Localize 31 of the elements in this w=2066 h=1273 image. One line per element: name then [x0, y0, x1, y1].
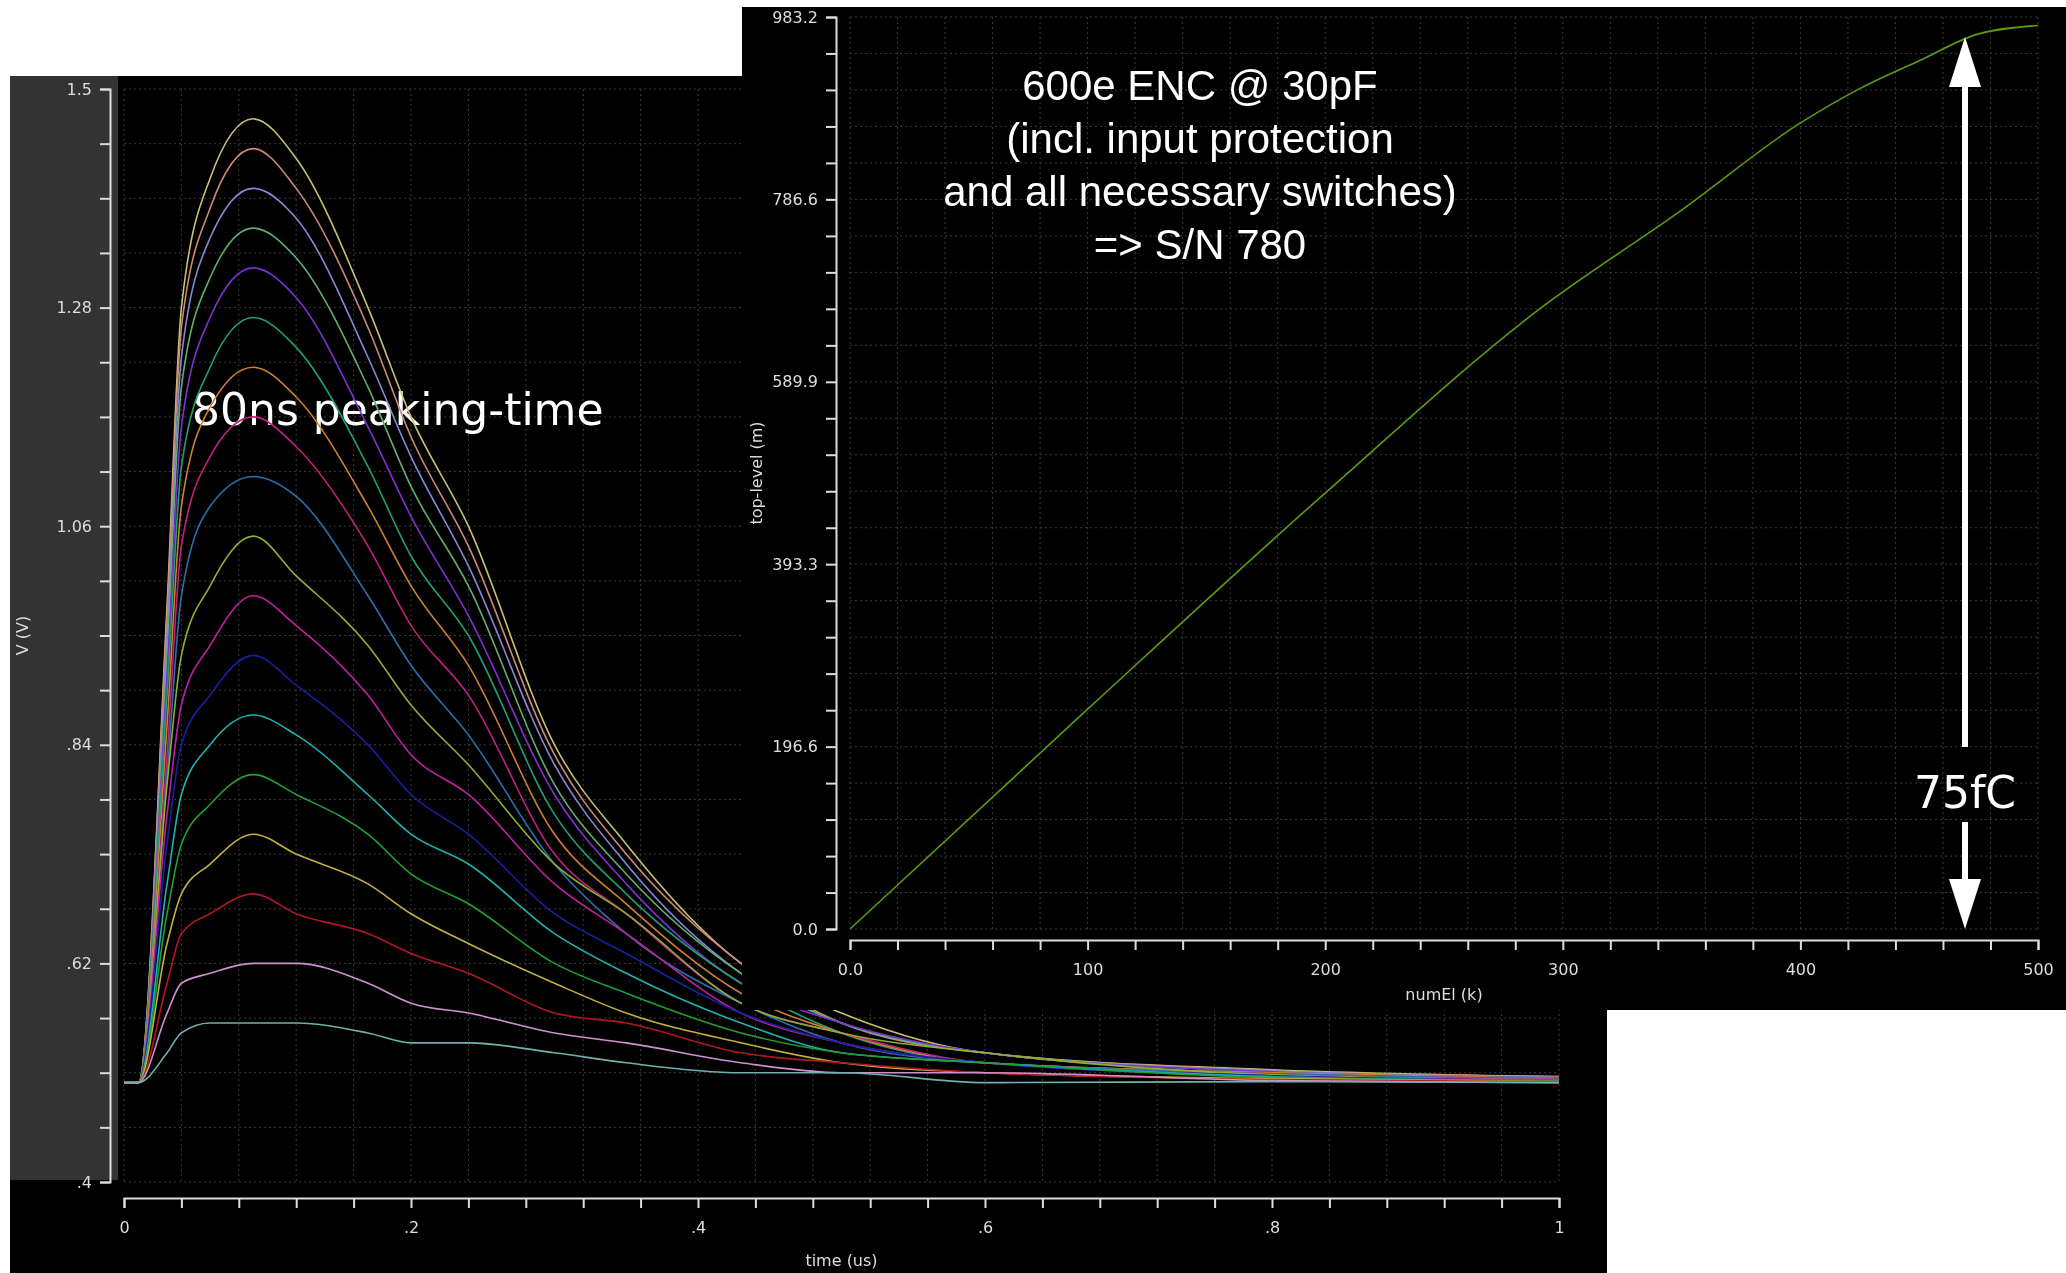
y-axis-title: top-level (m)	[747, 421, 766, 525]
x-axis-title: time (us)	[805, 1251, 878, 1270]
x-tick-label: 300	[1548, 960, 1579, 980]
y-tick-label: .62	[66, 954, 92, 974]
y-tick-label: 1.06	[56, 516, 92, 536]
y-tick-label: .4	[76, 1172, 92, 1192]
x-tick-label: 200	[1310, 960, 1341, 980]
y-tick-label: .84	[66, 735, 92, 755]
line-series	[124, 1022, 1559, 1084]
y-axis-title: V (V)	[13, 615, 32, 656]
y-tick-label: 983.2	[772, 7, 818, 27]
annotation: 600e ENC @ 30pF (incl. input protection and all necessary switches) => S/N 780	[943, 62, 1457, 268]
y-tick-label: 0.0	[792, 919, 818, 939]
x-tick-label: 100	[1072, 960, 1104, 980]
y-tick-label: 393.3	[772, 554, 818, 574]
x-tick-label: .8	[1264, 1218, 1281, 1238]
y-tick-label: 786.6	[772, 189, 818, 209]
x-axis-title: numEl (k)	[1405, 985, 1483, 1004]
x-tick-label: 0.0	[837, 960, 864, 980]
y-tick-label: 196.6	[772, 737, 818, 757]
x-tick-label: 400	[1785, 960, 1817, 980]
x-tick-label: .2	[403, 1218, 420, 1238]
x-tick-label: 1	[1554, 1218, 1565, 1238]
x-tick-label: 500	[2023, 960, 2054, 980]
x-tick-label: 0	[119, 1218, 130, 1238]
y-tick-label: 1.5	[66, 79, 92, 99]
y-tick-label: 1.28	[56, 298, 92, 318]
y-tick-label: 589.9	[772, 372, 818, 392]
annotation: 75fC	[1913, 767, 2017, 818]
x-tick-label: .6	[977, 1218, 994, 1238]
x-tick-label: .4	[690, 1218, 707, 1238]
